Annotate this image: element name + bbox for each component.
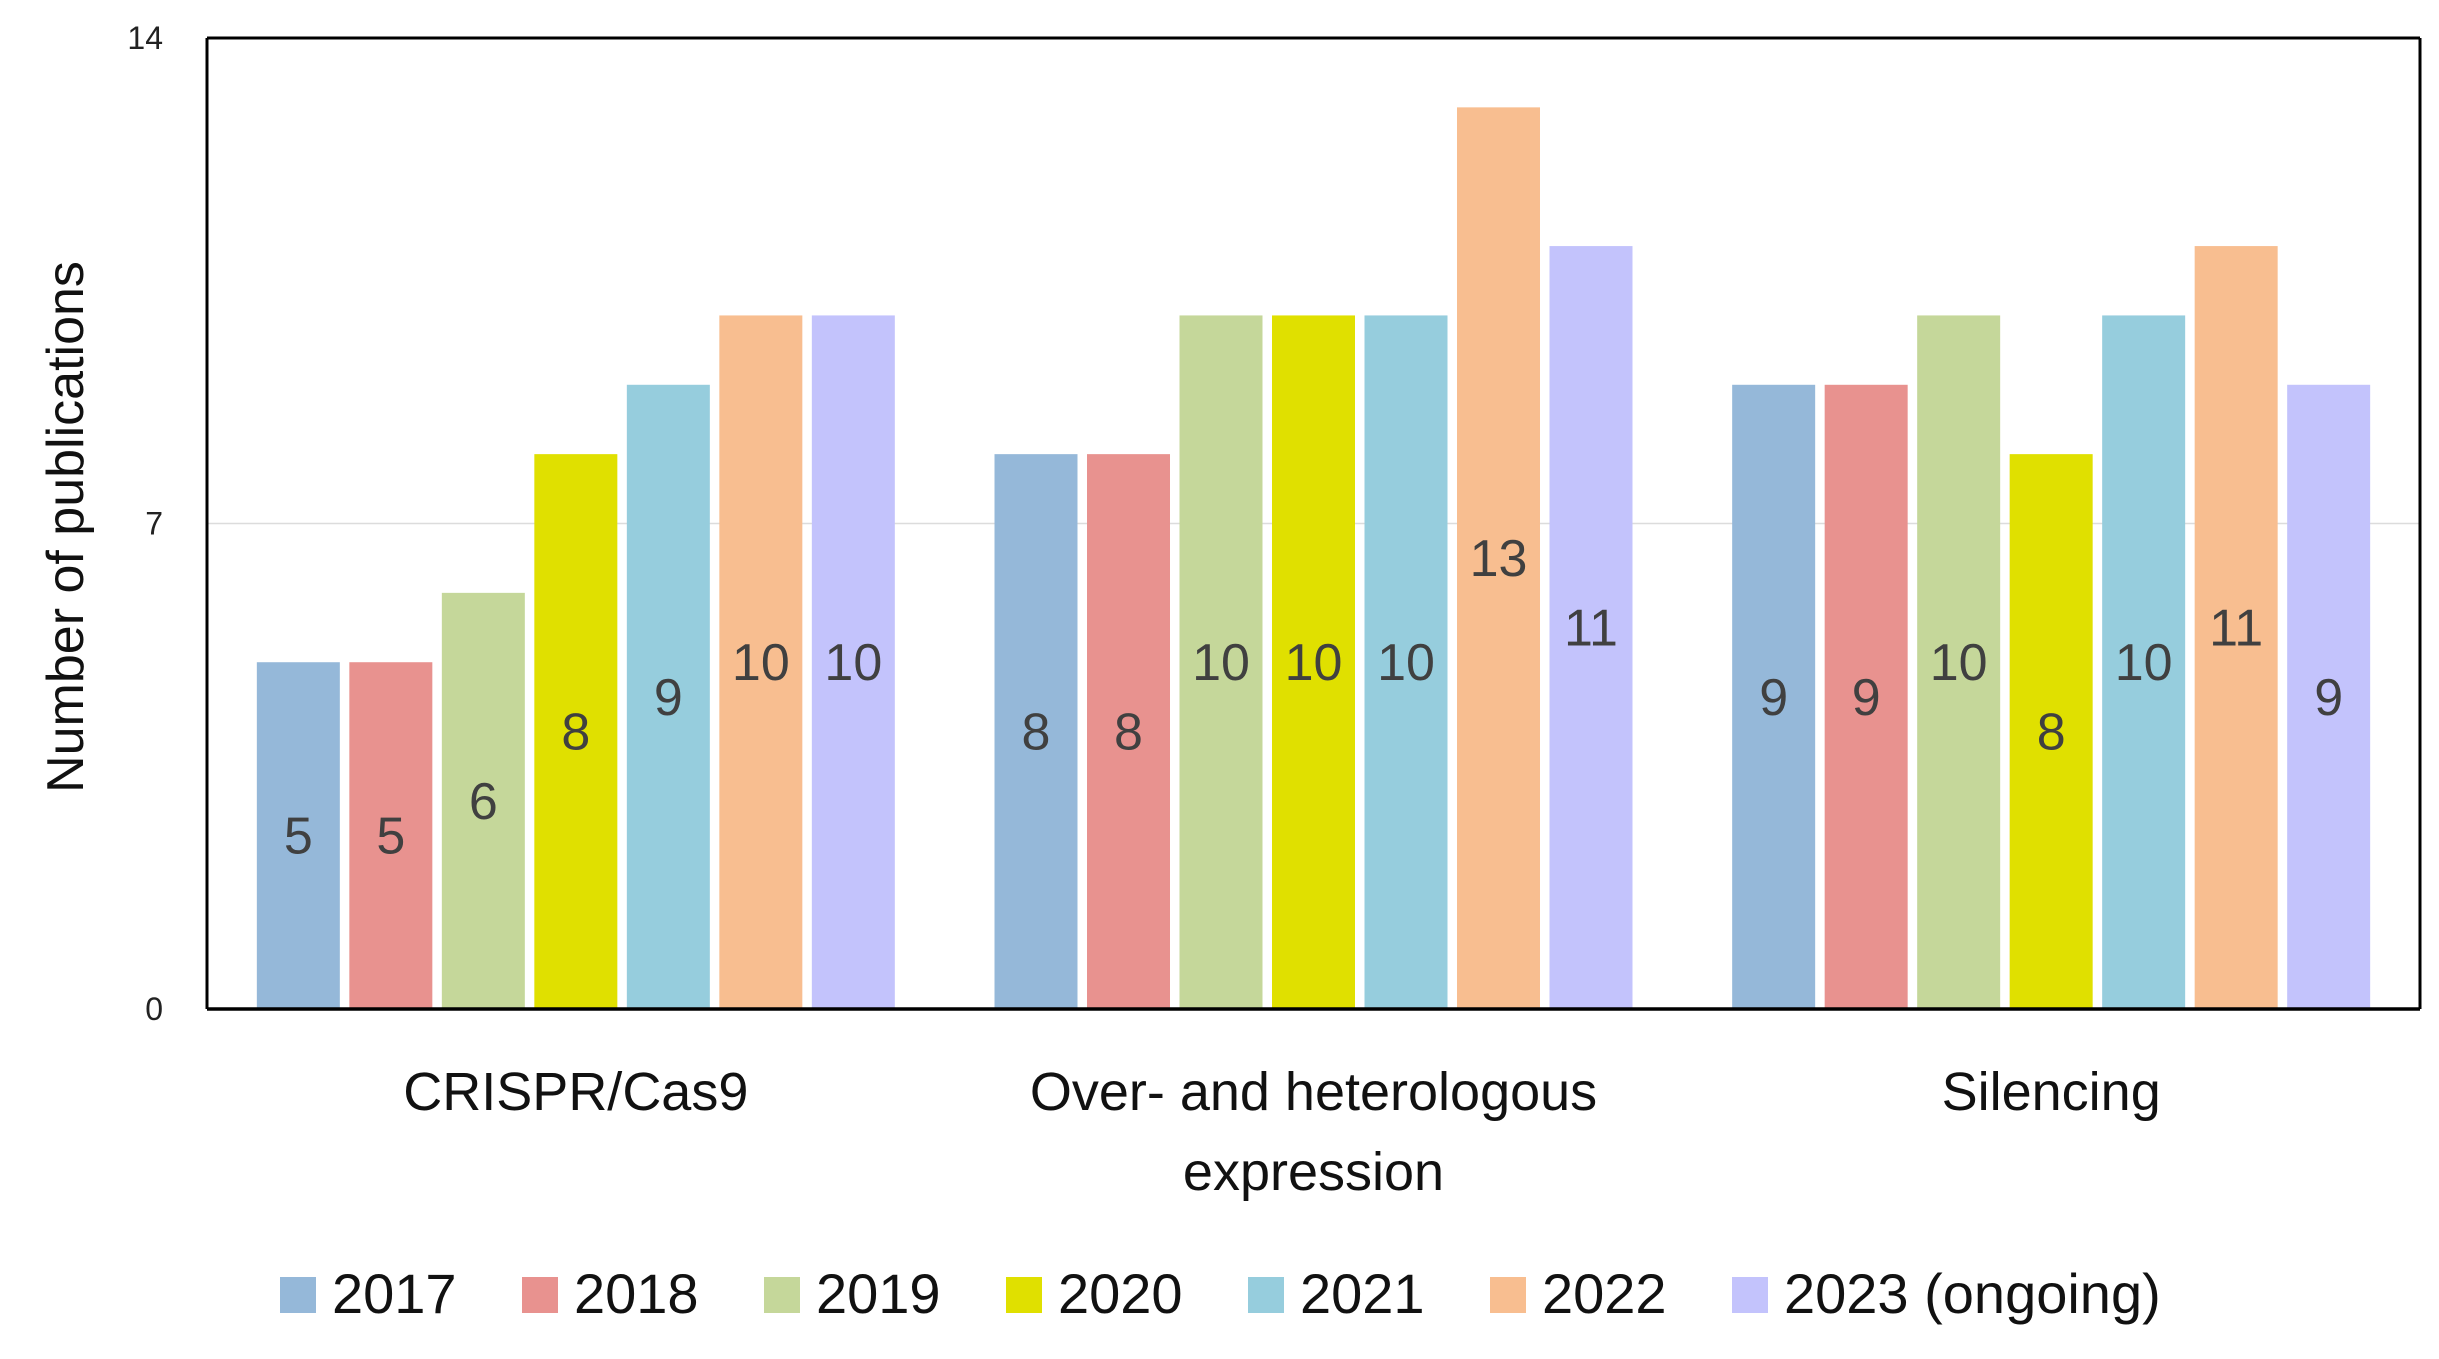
legend-swatch xyxy=(764,1277,800,1313)
bar-2018-cat2 xyxy=(1824,384,1908,1009)
bar-2022-cat2 xyxy=(2194,246,2278,1010)
legend-swatch xyxy=(522,1277,558,1313)
legend-swatch xyxy=(280,1277,316,1313)
data-label: 13 xyxy=(1470,530,1528,588)
bar-2023-cat1 xyxy=(1549,246,1633,1010)
bar-2022-cat1 xyxy=(1457,107,1540,1010)
y-axis-ticks: 0 7 14 xyxy=(127,20,163,1027)
data-labels: 5 5 6 8 9 10 10 8 8 10 10 10 13 11 9 9 10 8 10 11 9 xyxy=(284,530,2343,865)
legend-swatch xyxy=(1732,1277,1768,1313)
legend-label: 2020 xyxy=(1058,1262,1183,1325)
bars xyxy=(256,107,2371,1010)
data-label: 9 xyxy=(2314,669,2343,727)
data-label: 8 xyxy=(561,704,590,762)
legend-label: 2022 xyxy=(1542,1262,1667,1325)
legend-label: 2018 xyxy=(574,1262,699,1325)
data-label: 10 xyxy=(1377,634,1435,692)
legend-label: 2019 xyxy=(816,1262,941,1325)
bar-2021-cat1 xyxy=(1364,315,1448,1009)
data-label: 9 xyxy=(654,669,683,727)
data-label: 5 xyxy=(284,808,313,866)
category-labels: CRISPR/Cas9 Over- and heterologous express… xyxy=(403,1062,2160,1202)
data-label: 8 xyxy=(1114,704,1143,762)
bar-2021-cat0 xyxy=(626,384,710,1009)
bar-2017-cat2 xyxy=(1732,384,1816,1009)
data-label: 11 xyxy=(2209,600,2263,658)
data-label: 9 xyxy=(1759,669,1788,727)
bar-2021-cat2 xyxy=(2102,315,2186,1009)
legend-label: 2023 (ongoing) xyxy=(1784,1262,2161,1325)
data-label: 10 xyxy=(2115,634,2173,692)
bar-2019-cat2 xyxy=(1917,315,2001,1009)
data-label: 10 xyxy=(1930,634,1988,692)
axes xyxy=(205,36,2422,1011)
bar-2022-cat0 xyxy=(719,315,803,1009)
data-label: 5 xyxy=(376,808,405,866)
legend-swatch xyxy=(1490,1277,1526,1313)
category-label: Silencing xyxy=(1942,1062,2161,1122)
category-label: CRISPR/Cas9 xyxy=(403,1062,748,1122)
bar-2017-cat1 xyxy=(994,454,1078,1010)
y-axis-label: Number of publications xyxy=(37,261,95,793)
bar-2018-cat1 xyxy=(1087,454,1170,1010)
bar-2019-cat1 xyxy=(1179,315,1263,1009)
data-label: 6 xyxy=(469,773,498,831)
bar-2023-cat2 xyxy=(2287,384,2371,1009)
y-tick-label: 7 xyxy=(145,506,163,542)
bar-2023-cat0 xyxy=(811,315,895,1009)
bar-2019-cat0 xyxy=(441,592,525,1009)
y-tick-label: 0 xyxy=(145,991,163,1027)
legend-swatch xyxy=(1006,1277,1042,1313)
legend-label: 2017 xyxy=(332,1262,457,1325)
bar-2020-cat0 xyxy=(534,454,618,1010)
legend-label: 2021 xyxy=(1300,1262,1425,1325)
data-label: 10 xyxy=(1285,634,1343,692)
data-label: 8 xyxy=(1022,704,1051,762)
data-label: 10 xyxy=(824,634,882,692)
bar-2018-cat0 xyxy=(349,662,433,1009)
category-label: expression xyxy=(1183,1142,1444,1202)
bar-2020-cat1 xyxy=(1272,315,1355,1009)
bar-2020-cat2 xyxy=(2009,454,2093,1010)
legend: 2017 2018 2019 2020 2021 2022 2023 (ongoing) xyxy=(280,1262,2161,1325)
data-label: 8 xyxy=(2037,704,2066,762)
data-label: 11 xyxy=(1564,600,1618,658)
category-label: Over- and heterologous xyxy=(1030,1062,1597,1122)
data-label: 10 xyxy=(732,634,790,692)
bar-2017-cat0 xyxy=(256,662,340,1009)
data-label: 9 xyxy=(1852,669,1881,727)
legend-swatch xyxy=(1248,1277,1284,1313)
y-tick-label: 14 xyxy=(127,20,163,56)
data-label: 10 xyxy=(1192,634,1250,692)
